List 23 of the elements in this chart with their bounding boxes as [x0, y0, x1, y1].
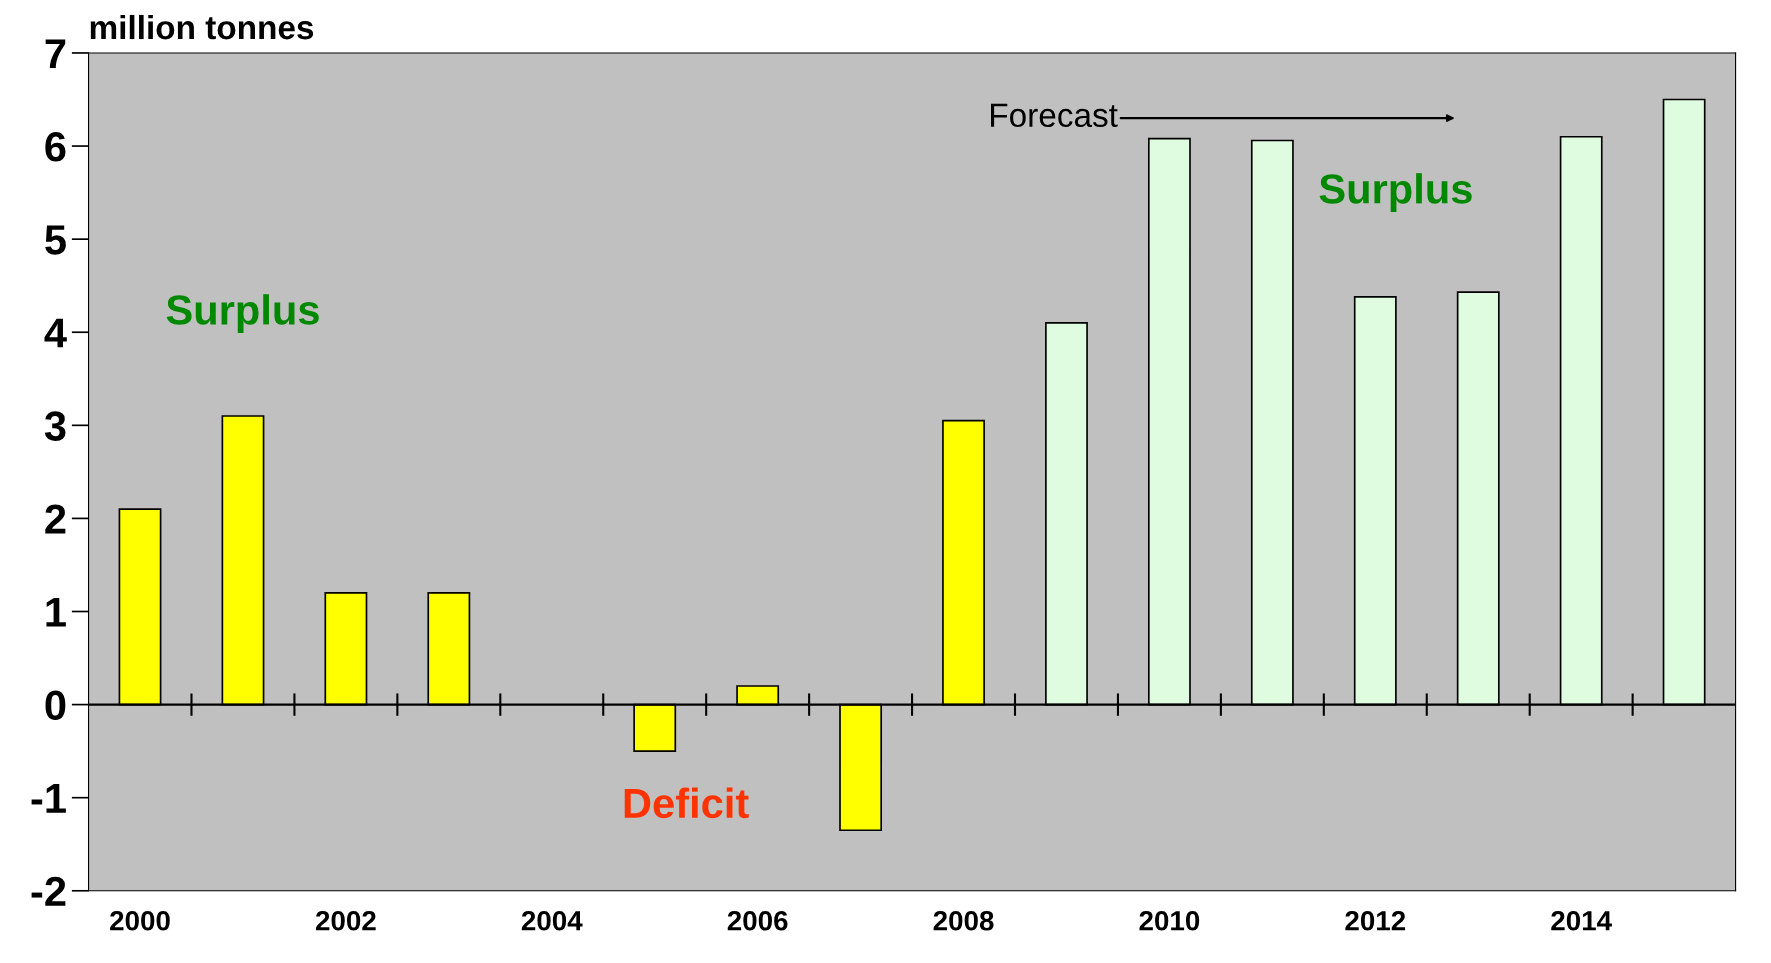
- y-tick-label: -1: [31, 784, 66, 813]
- y-tick-label: 7: [45, 39, 66, 69]
- x-tick-label: 2004: [521, 910, 583, 931]
- x-tick-label: 2014: [1551, 910, 1612, 931]
- annotation: Deficit: [624, 787, 749, 819]
- y-tick-label: 5: [45, 225, 66, 255]
- y-tick-label: 3: [44, 411, 66, 441]
- annotation: Forecast: [991, 103, 1118, 128]
- y-axis-title: million tonnes: [90, 14, 314, 40]
- y-tick-label: -2: [31, 876, 66, 906]
- y-tick-label: 2: [45, 504, 66, 534]
- x-tick-label: 2000: [110, 910, 170, 931]
- y-tick-label: 0: [45, 690, 66, 721]
- y-tick-label: 6: [45, 132, 66, 162]
- x-tick-label: 2006: [727, 910, 788, 931]
- y-tick-label: 1: [46, 597, 66, 627]
- x-tick-label: 2012: [1345, 910, 1406, 931]
- y-tick-label: 4: [44, 318, 67, 348]
- annotation: Surplus: [166, 294, 319, 334]
- annotation: Surplus: [1319, 173, 1472, 213]
- x-tick-label: 2010: [1139, 910, 1200, 931]
- x-tick-label: 2002: [315, 910, 376, 931]
- x-tick-label: 2008: [933, 910, 994, 931]
